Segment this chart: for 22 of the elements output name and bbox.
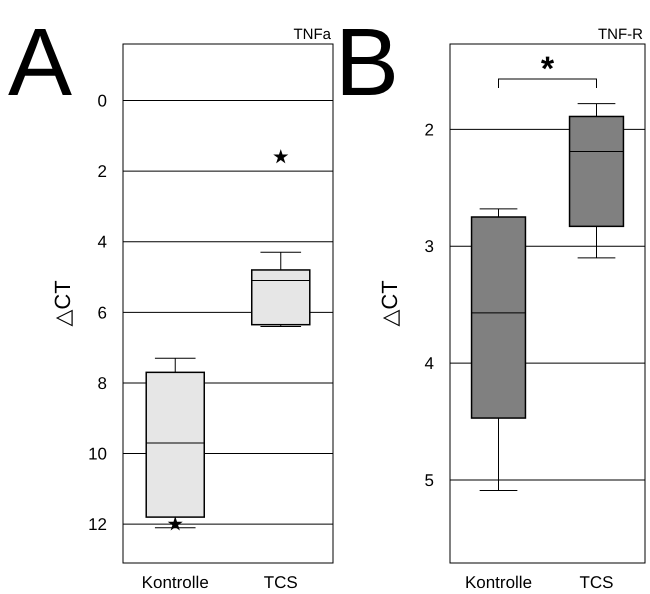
annotation: *: [540, 50, 555, 88]
y-tick-label: 10: [88, 444, 107, 464]
chart-title: TNF-R: [598, 26, 644, 43]
text: B: [335, 9, 400, 116]
chart-title: TNFa: [294, 26, 332, 43]
y-axis-title: △CT: [50, 280, 75, 327]
y-tick-label: 4: [98, 232, 107, 252]
y-tick-label: 6: [98, 303, 107, 322]
y-tick-label: 2: [424, 120, 434, 140]
y-tick-label: 2: [98, 162, 107, 182]
y-tick-label: 8: [98, 374, 107, 393]
x-tick-label: TCS: [264, 573, 298, 592]
y-tick-label: 4: [424, 354, 434, 374]
y-tick-label: 0: [98, 91, 107, 110]
y-tick-label: 12: [88, 515, 107, 534]
x-tick-label: Kontrolle: [142, 573, 209, 592]
text: A: [8, 9, 72, 116]
y-tick-label: 3: [424, 237, 434, 256]
x-tick-label: Kontrolle: [464, 573, 532, 592]
x-tick-label: TCS: [579, 573, 614, 592]
y-axis-title: △CT: [377, 280, 402, 327]
y-tick-label: 5: [424, 470, 434, 490]
